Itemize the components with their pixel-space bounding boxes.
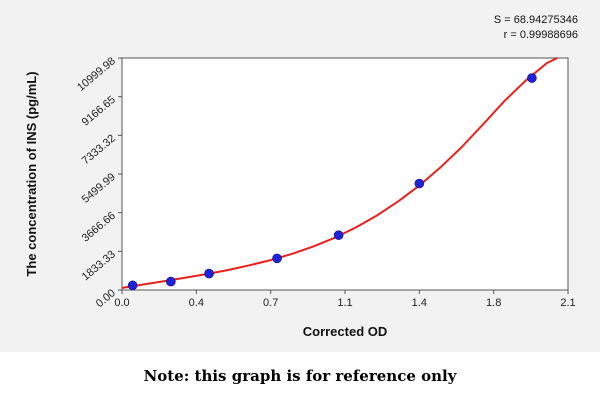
fitted-curve-line bbox=[121, 57, 558, 289]
insulin-standard-curve: 0.0 0.4 0.7 1.1 1.4 1.8 2.1 0.001833.333666.66… bbox=[24, 55, 576, 339]
data-point bbox=[333, 230, 344, 240]
data-point bbox=[272, 253, 282, 264]
data-point bbox=[414, 178, 425, 189]
x-tick-label: 0.0 bbox=[114, 297, 129, 309]
plot-frame bbox=[121, 57, 569, 291]
x-tick-label: 1.8 bbox=[486, 297, 501, 309]
data-points-layer bbox=[127, 73, 537, 291]
y-tick-label: 9166.65 bbox=[80, 94, 118, 129]
x-axis-label: Corrected OD bbox=[303, 324, 388, 339]
y-tick-label: 7333.32 bbox=[80, 132, 118, 167]
data-point bbox=[527, 73, 537, 83]
x-tick-label: 1.1 bbox=[337, 297, 352, 309]
data-point bbox=[204, 268, 214, 279]
y-tick-label: 5499.99 bbox=[80, 171, 118, 206]
y-axis: 0.001833.333666.665499.997333.329166.651… bbox=[75, 55, 122, 310]
y-axis-label: The concentration of INS (pg/mL) bbox=[24, 71, 39, 276]
fit-curve-layer bbox=[121, 57, 558, 289]
x-tick-label: 1.4 bbox=[412, 297, 427, 309]
r-statistic: r = 0.99988696 bbox=[503, 29, 578, 41]
x-tick-label: 0.4 bbox=[189, 297, 204, 309]
y-tick-label: 10999.98 bbox=[75, 55, 118, 94]
x-axis: 0.0 0.4 0.7 1.1 1.4 1.8 2.1 bbox=[114, 290, 576, 309]
reference-note: Note: this graph is for reference only bbox=[143, 367, 457, 385]
x-tick-label: 2.1 bbox=[560, 297, 575, 309]
x-tick-label: 0.7 bbox=[263, 297, 278, 309]
y-tick-label: 1833.33 bbox=[80, 248, 118, 283]
data-point bbox=[166, 276, 176, 287]
data-point bbox=[127, 280, 138, 291]
s-statistic: S = 68.94275346 bbox=[493, 14, 578, 26]
chart-panel: 0.0 0.4 0.7 1.1 1.4 1.8 2.1 0.00 1833.33 3666.66… bbox=[0, 0, 600, 352]
y-tick-label: 3666.66 bbox=[80, 210, 118, 245]
